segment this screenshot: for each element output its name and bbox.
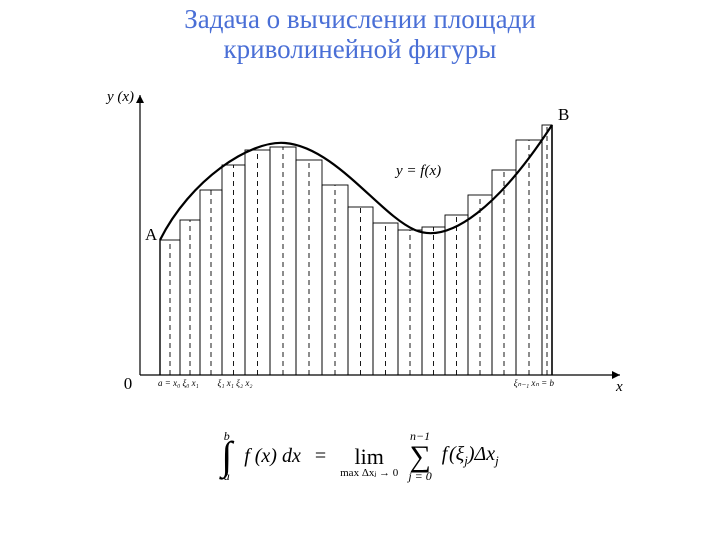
svg-text:ξₙ₋₁ xₙ = b: ξₙ₋₁ xₙ = b [514,378,555,388]
limit-block: . lim max Δxⱼ → 0 [340,433,398,479]
svg-text:ξ₁ x₁ ξ₂ x₂: ξ₁ x₁ ξ₂ x₂ [218,378,253,388]
riemann-chart: y (x) x 0 A By = f(x) a = x₀ ξ₀ x₁ ξ₁ x₁ ξ₂ x₂… [90,85,630,405]
equals-sign: = [311,445,330,468]
svg-text:a = x₀ ξ₀ x₁: a = x₀ ξ₀ x₁ [158,378,199,388]
svg-text:x: x [615,379,623,395]
svg-text:B: B [558,105,569,124]
integrand: f (x) dx [244,445,301,468]
svg-text:y = f(x): y = f(x) [394,163,441,179]
svg-text:0: 0 [124,374,133,393]
svg-text:A: A [145,225,158,244]
sum-block: n−1 ∑ j = 0 [408,430,431,482]
summand: f (ξj)Δxj [442,443,499,469]
integral-formula: b ∫ a f (x) dx = . lim max Δxⱼ → 0 n−1 ∑… [0,430,720,482]
page-title: Задача о вычислении площади криволинейно… [0,4,720,64]
svg-text:y (x): y (x) [105,89,134,105]
integral-sign: b ∫ a [221,430,232,482]
